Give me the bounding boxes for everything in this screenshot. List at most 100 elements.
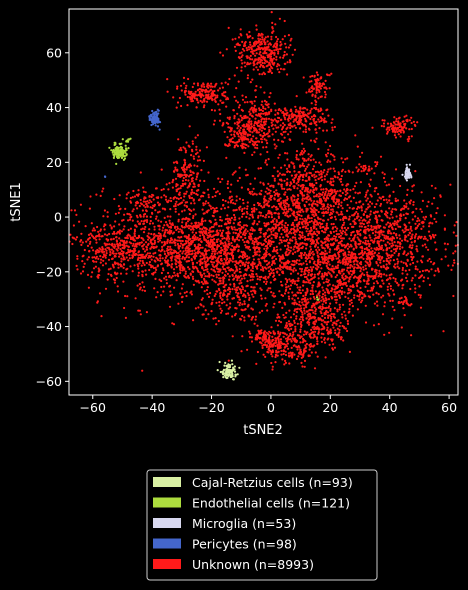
data-point	[283, 68, 286, 71]
data-point	[169, 245, 172, 248]
data-point	[217, 89, 220, 92]
data-point	[248, 41, 252, 44]
data-point	[238, 227, 241, 230]
data-point	[317, 231, 320, 234]
data-point	[326, 203, 329, 206]
data-point	[294, 251, 297, 254]
data-point	[273, 166, 276, 169]
data-point	[159, 233, 162, 236]
data-point	[309, 239, 312, 242]
data-point	[215, 267, 219, 270]
data-point	[204, 202, 207, 205]
data-point	[367, 242, 370, 245]
data-point	[372, 228, 375, 231]
data-point	[295, 230, 298, 233]
data-point	[123, 213, 126, 216]
data-point	[263, 235, 266, 238]
data-point	[366, 189, 369, 192]
data-point	[368, 245, 371, 248]
data-point	[400, 326, 403, 329]
data-point	[276, 207, 279, 211]
data-point	[329, 167, 332, 170]
data-point	[177, 247, 180, 250]
data-point	[156, 291, 159, 294]
data-point	[137, 265, 140, 268]
data-point	[267, 287, 270, 290]
data-point	[307, 234, 310, 237]
data-point	[367, 206, 370, 209]
data-point	[283, 193, 286, 196]
data-point	[397, 283, 400, 286]
data-point	[198, 260, 201, 263]
data-point	[374, 165, 377, 168]
data-point	[215, 206, 218, 210]
data-point	[198, 159, 202, 162]
data-point	[379, 155, 383, 158]
data-point	[238, 208, 241, 211]
data-point	[350, 200, 353, 203]
data-point	[369, 236, 372, 239]
data-point	[270, 65, 273, 68]
data-point	[362, 241, 365, 244]
data-point	[286, 228, 289, 232]
data-point	[275, 44, 279, 47]
data-point	[206, 84, 209, 87]
data-point	[255, 273, 258, 276]
data-point	[168, 305, 172, 308]
data-point	[300, 267, 304, 271]
data-point	[198, 87, 201, 91]
data-point	[214, 250, 217, 253]
data-point	[152, 246, 155, 250]
data-point	[333, 242, 336, 245]
data-point	[246, 257, 249, 260]
data-point	[307, 163, 310, 166]
data-point	[215, 273, 218, 276]
data-point	[190, 293, 193, 296]
data-point	[112, 250, 115, 253]
data-point	[274, 223, 277, 226]
data-point	[406, 280, 409, 283]
data-point	[147, 256, 150, 259]
data-point	[377, 264, 380, 267]
data-point	[198, 149, 202, 152]
data-point	[171, 251, 174, 254]
data-point	[359, 261, 363, 264]
series-0-points	[68, 11, 459, 372]
data-point	[293, 170, 296, 173]
data-point	[385, 235, 388, 238]
data-point	[213, 207, 216, 210]
data-point	[188, 182, 191, 185]
data-point	[220, 246, 223, 249]
data-point	[395, 221, 398, 224]
data-point	[163, 250, 166, 253]
data-point	[302, 262, 305, 265]
data-point	[300, 256, 303, 259]
data-point	[85, 240, 88, 243]
data-point	[310, 199, 313, 202]
data-point	[264, 254, 268, 258]
data-point	[341, 232, 344, 235]
data-point	[262, 112, 265, 115]
data-point	[214, 194, 217, 198]
data-point	[159, 294, 163, 297]
data-point	[114, 272, 117, 275]
data-point	[240, 51, 243, 54]
data-point	[282, 313, 285, 317]
data-point	[125, 240, 128, 243]
data-point	[253, 248, 256, 251]
data-point	[217, 319, 220, 323]
data-point	[165, 282, 168, 285]
data-point	[261, 267, 265, 270]
data-point	[100, 250, 103, 253]
data-point	[270, 50, 273, 53]
data-point	[358, 293, 362, 296]
data-point	[335, 198, 338, 201]
data-point	[215, 191, 218, 194]
data-point	[157, 259, 160, 262]
data-point	[263, 43, 266, 46]
data-point	[426, 269, 429, 272]
data-point	[340, 210, 343, 213]
data-point	[182, 199, 185, 202]
data-point	[360, 256, 363, 259]
data-point	[188, 242, 191, 245]
